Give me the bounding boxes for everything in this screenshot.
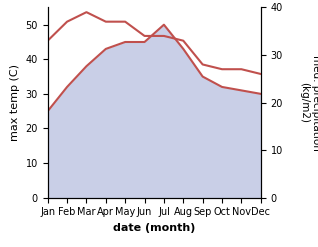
Y-axis label: med. precipitation
(kg/m2): med. precipitation (kg/m2) — [300, 55, 318, 150]
X-axis label: date (month): date (month) — [113, 223, 196, 233]
Y-axis label: max temp (C): max temp (C) — [10, 64, 20, 141]
